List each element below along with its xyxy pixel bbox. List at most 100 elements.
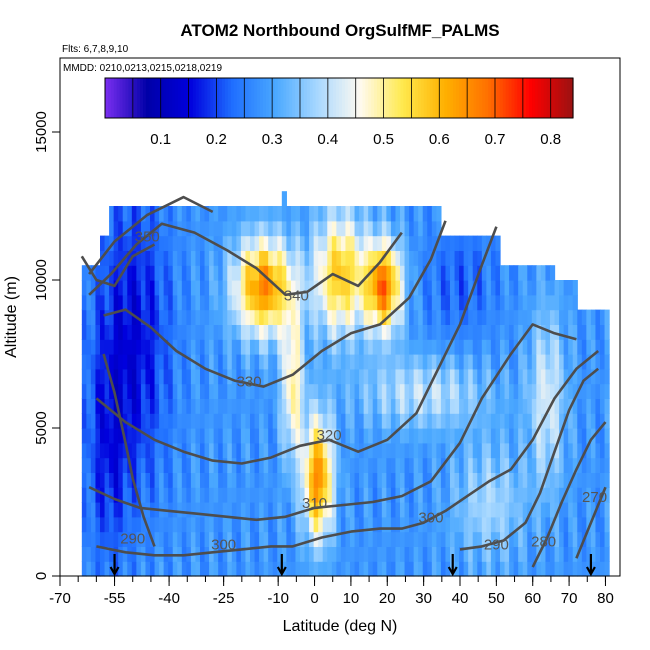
colorbar-segment (394, 78, 399, 118)
heatmap-cell (527, 428, 533, 444)
heatmap-cell (154, 354, 160, 370)
heatmap-cell (245, 546, 251, 562)
heatmap-cell (181, 206, 187, 222)
heatmap-cell (259, 354, 265, 370)
heatmap-cell (359, 354, 365, 370)
heatmap-cell (577, 561, 583, 577)
heatmap-cell (340, 487, 347, 503)
heatmap-cell (518, 398, 524, 414)
heatmap-cell (440, 324, 447, 340)
heatmap-cell (286, 502, 292, 518)
heatmap-cell (359, 383, 365, 399)
heatmap-cell (213, 487, 219, 503)
heatmap-cell (459, 383, 465, 399)
heatmap-cell (213, 546, 219, 562)
heatmap-cell (100, 516, 106, 533)
heatmap-cell (472, 235, 478, 251)
heatmap-cell (195, 398, 201, 414)
heatmap-cell (322, 413, 328, 429)
contour-label: 350 (135, 229, 160, 246)
heatmap-cell (563, 502, 569, 518)
heatmap-cell (204, 457, 210, 473)
heatmap-cell (386, 235, 392, 251)
heatmap-cell (181, 472, 187, 488)
colorbar-segment (432, 78, 437, 118)
heatmap-cell (404, 398, 410, 414)
heatmap-cell (395, 472, 401, 488)
heatmap-cell (109, 487, 115, 503)
heatmap-cell (272, 428, 278, 444)
heatmap-cell (363, 487, 369, 503)
heatmap-cell (368, 546, 374, 562)
heatmap-cell (227, 235, 233, 251)
heatmap-cell (213, 442, 219, 459)
colorbar-segment (107, 78, 112, 118)
heatmap-cell (372, 472, 378, 488)
heatmap-cell (481, 294, 487, 311)
heatmap-cell (150, 354, 156, 370)
colorbar-segment (523, 78, 527, 118)
heatmap-cell (163, 309, 169, 325)
heatmap-cell (359, 531, 365, 547)
heatmap-cell (245, 324, 251, 340)
heatmap-cell (172, 354, 178, 370)
heatmap-cell (600, 531, 606, 547)
heatmap-cell (518, 294, 524, 311)
heatmap-cell (186, 206, 192, 222)
heatmap-cell (250, 561, 256, 577)
heatmap-cell (172, 339, 178, 355)
heatmap-cell (527, 265, 533, 281)
colorbar-segment (511, 78, 516, 118)
heatmap-cell (472, 280, 478, 296)
heatmap-cell (500, 383, 506, 399)
heatmap-cell (150, 309, 156, 325)
heatmap-cell (400, 546, 406, 562)
colorbar-segment (482, 78, 486, 118)
heatmap-cell (395, 383, 401, 399)
heatmap-cell (513, 383, 519, 399)
heatmap-cell (545, 398, 551, 414)
heatmap-cell (222, 546, 228, 562)
heatmap-cell (536, 398, 542, 414)
heatmap-cell (304, 487, 310, 503)
heatmap-cell (250, 546, 256, 562)
heatmap-cell (390, 398, 397, 414)
heatmap-cell (100, 487, 106, 503)
heatmap-cell (345, 339, 351, 355)
heatmap-cell (404, 472, 410, 488)
heatmap-cell (472, 339, 478, 355)
heatmap-cell (372, 294, 378, 311)
heatmap-cell (81, 309, 87, 325)
heatmap-cell (422, 398, 428, 414)
heatmap-cell (136, 250, 142, 266)
heatmap-cell (327, 265, 333, 281)
heatmap-cell (572, 383, 578, 399)
heatmap-cell (186, 250, 192, 266)
colorbar-segment (125, 78, 129, 118)
heatmap-cell (354, 561, 360, 577)
heatmap-cells (81, 191, 610, 577)
heatmap-cell (413, 354, 419, 370)
heatmap-cell (304, 457, 310, 473)
heatmap-cell (204, 472, 210, 488)
heatmap-cell (118, 235, 124, 251)
heatmap-cell (254, 324, 260, 340)
heatmap-cell (386, 250, 392, 266)
heatmap-cell (286, 339, 292, 355)
heatmap-cell (268, 309, 274, 325)
heatmap-cell (500, 309, 506, 325)
heatmap-cell (140, 235, 147, 251)
heatmap-cell (350, 487, 356, 503)
heatmap-cell (463, 546, 469, 562)
heatmap-cell (195, 516, 201, 533)
heatmap-cell (331, 516, 337, 533)
heatmap-cell (459, 235, 465, 251)
heatmap-cell (195, 220, 201, 237)
heatmap-cell (431, 516, 437, 533)
heatmap-cell (218, 294, 224, 311)
heatmap-cell (200, 220, 206, 237)
heatmap-cell (140, 354, 147, 370)
heatmap-cell (595, 428, 601, 444)
colorbar-frame (104, 77, 574, 119)
heatmap-cell (127, 502, 133, 518)
